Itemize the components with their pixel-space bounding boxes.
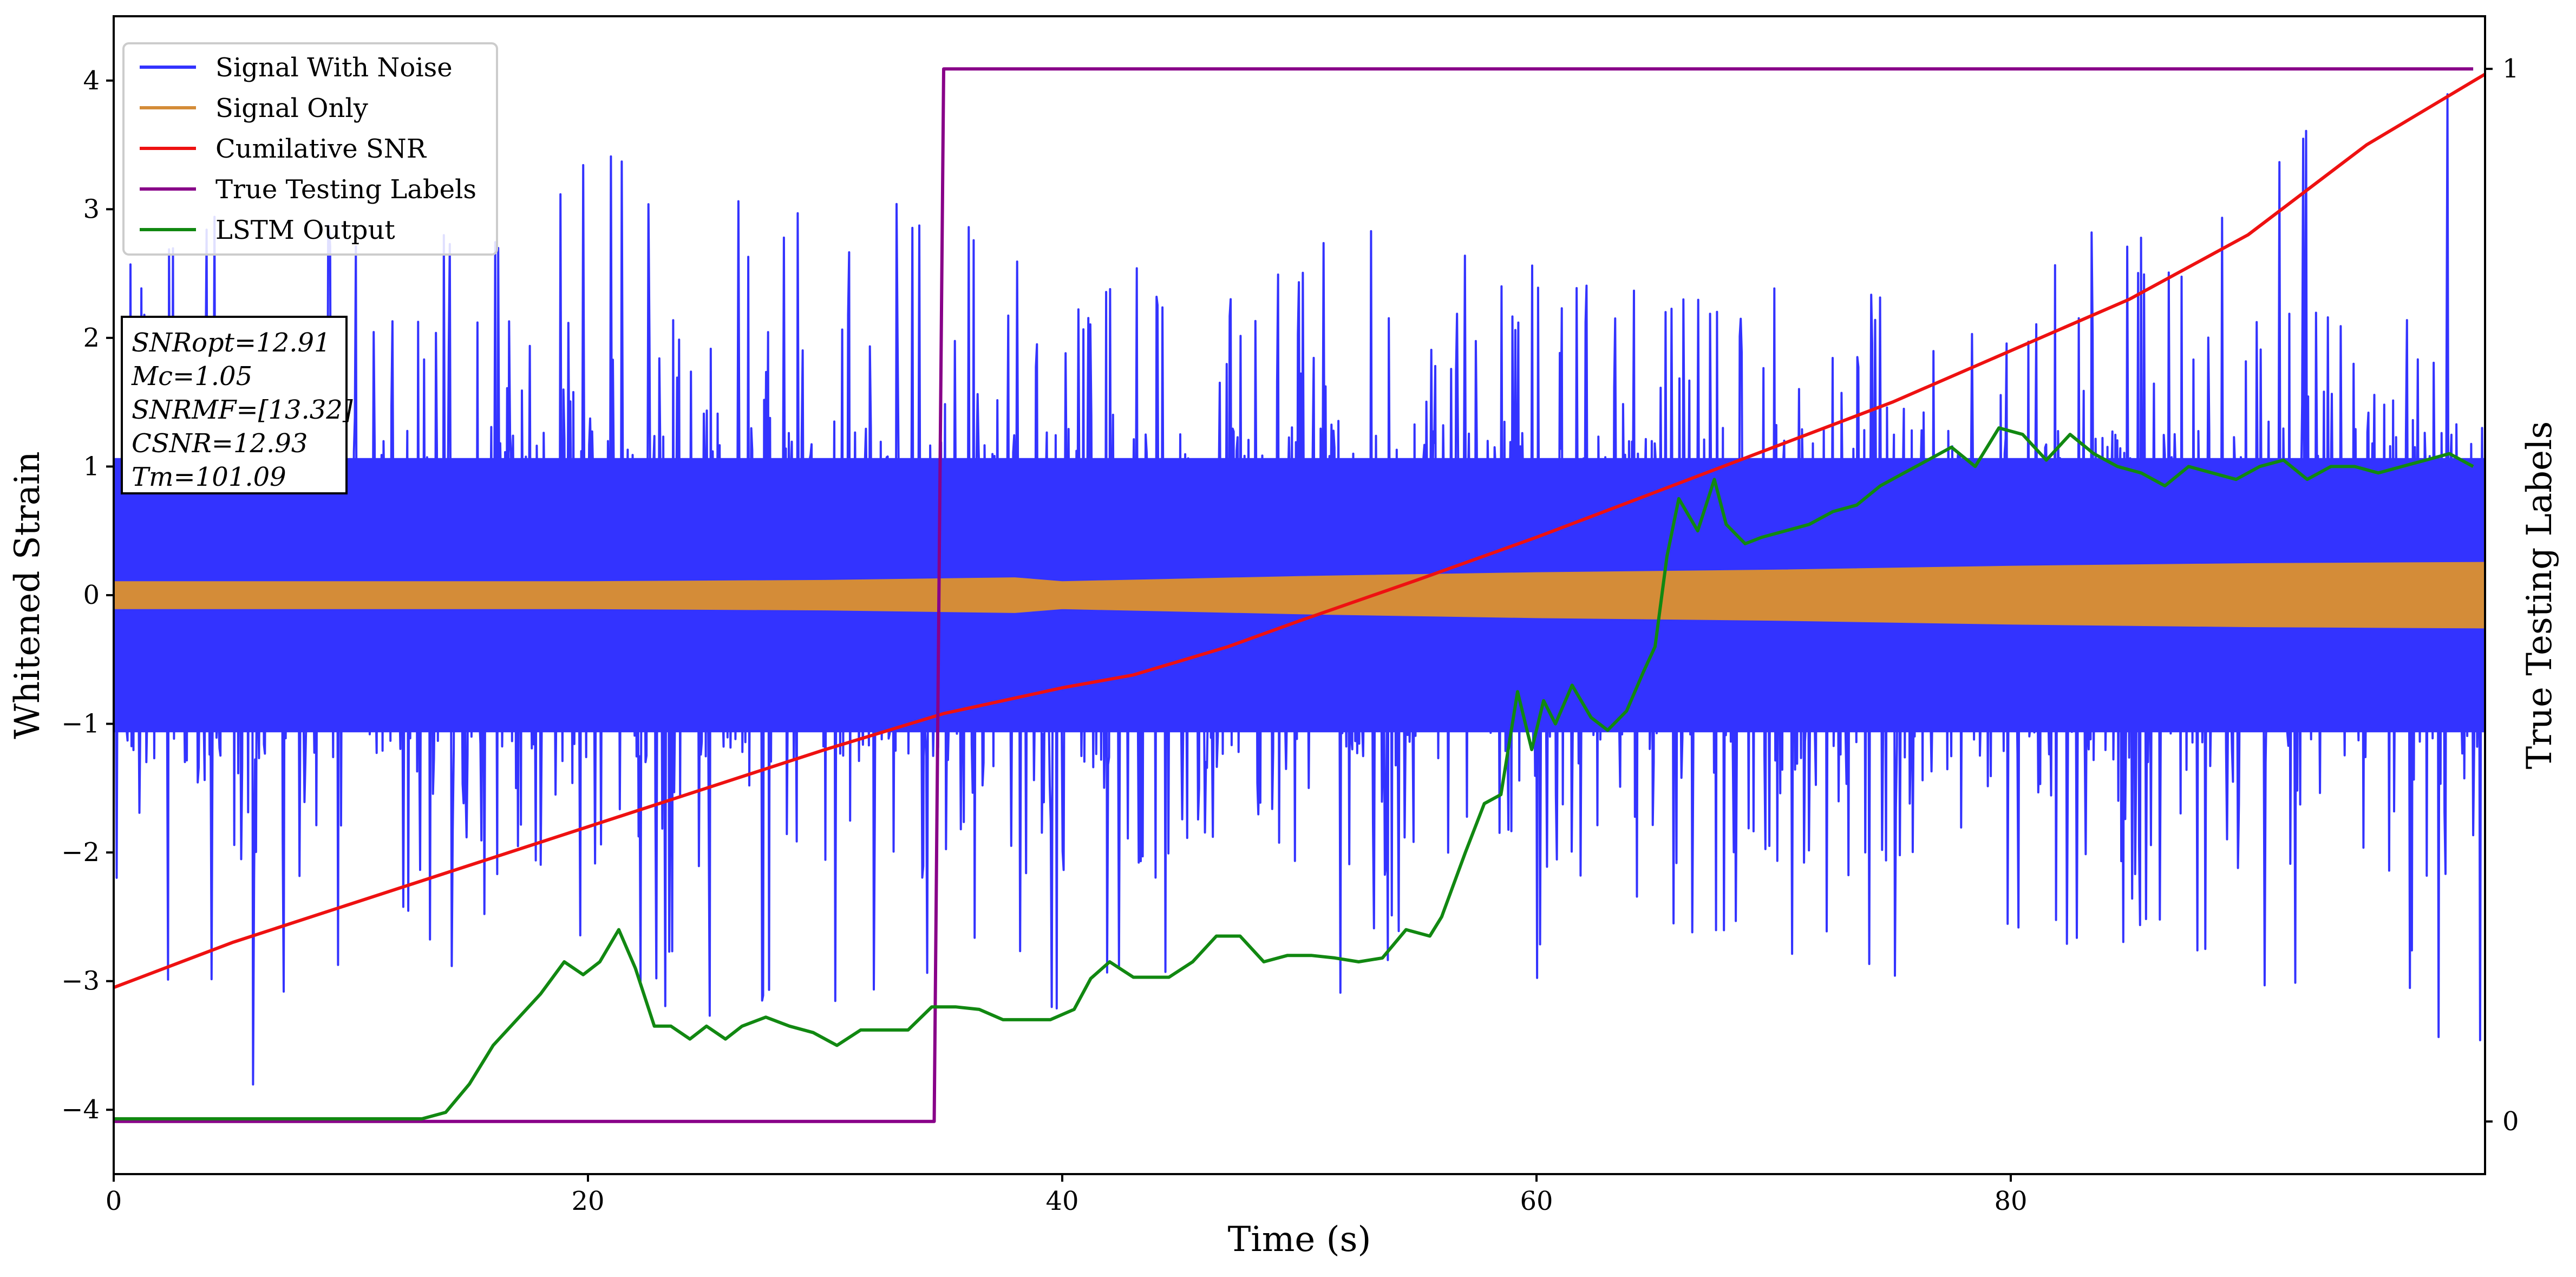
y-right-tick-label: 0 <box>2502 1106 2519 1137</box>
y-axis-right-label: True Testing Labels <box>2520 421 2560 770</box>
y-tick-label: 3 <box>83 194 100 224</box>
y-tick-label: 4 <box>83 66 100 96</box>
y-tick-label: −1 <box>61 709 100 739</box>
series-true-testing-labels <box>114 67 2474 1123</box>
info-snr-opt: SNRopt=12.91 <box>132 328 331 358</box>
x-tick-label: 80 <box>1994 1186 2027 1216</box>
info-chirp-mass: Mc=1.05 <box>131 361 252 392</box>
y-tick-label: 0 <box>83 580 100 610</box>
legend-label-cumilative-snr: Cumilative SNR <box>215 134 427 164</box>
legend: Signal With Noise Signal Only Cumilative S… <box>122 42 498 256</box>
x-tick-label: 20 <box>571 1186 604 1216</box>
y-axis-label: Whitened Strain <box>8 451 48 739</box>
info-tm: Tm=101.09 <box>132 462 286 492</box>
legend-label-true-testing-labels: True Testing Labels <box>215 174 476 205</box>
y-tick-label: 2 <box>83 323 100 353</box>
y-tick-label: −3 <box>61 966 100 996</box>
info-snr-mf: SNRMF=[13.32] <box>132 395 353 425</box>
info-csnr: CSNR=12.93 <box>132 428 308 459</box>
legend-label-signal-only: Signal Only <box>215 93 368 123</box>
series-signal-only <box>114 562 2485 629</box>
info-box-frame <box>121 316 348 494</box>
legend-label-signal-with-noise: Signal With Noise <box>215 53 453 83</box>
x-axis-label: Time (s) <box>1228 1220 1371 1260</box>
plot-area <box>114 67 2485 1123</box>
legend-label-lstm-output: LSTM Output <box>215 215 395 245</box>
x-tick-label: 0 <box>106 1186 122 1216</box>
x-tick-label: 60 <box>1520 1186 1553 1216</box>
y-tick-label: 1 <box>83 451 100 481</box>
series-lstm-output <box>114 426 2474 1120</box>
series-cumilative-snr <box>114 73 2485 989</box>
y-tick-label: −2 <box>61 837 100 868</box>
x-tick-label: 40 <box>1045 1186 1078 1216</box>
y-right-tick-label: 1 <box>2502 54 2519 84</box>
legend-frame <box>122 42 498 256</box>
y-tick-label: −4 <box>61 1094 100 1125</box>
info-box: SNRopt=12.91 Mc=1.05 SNRMF=[13.32] CSNR=… <box>121 316 353 494</box>
